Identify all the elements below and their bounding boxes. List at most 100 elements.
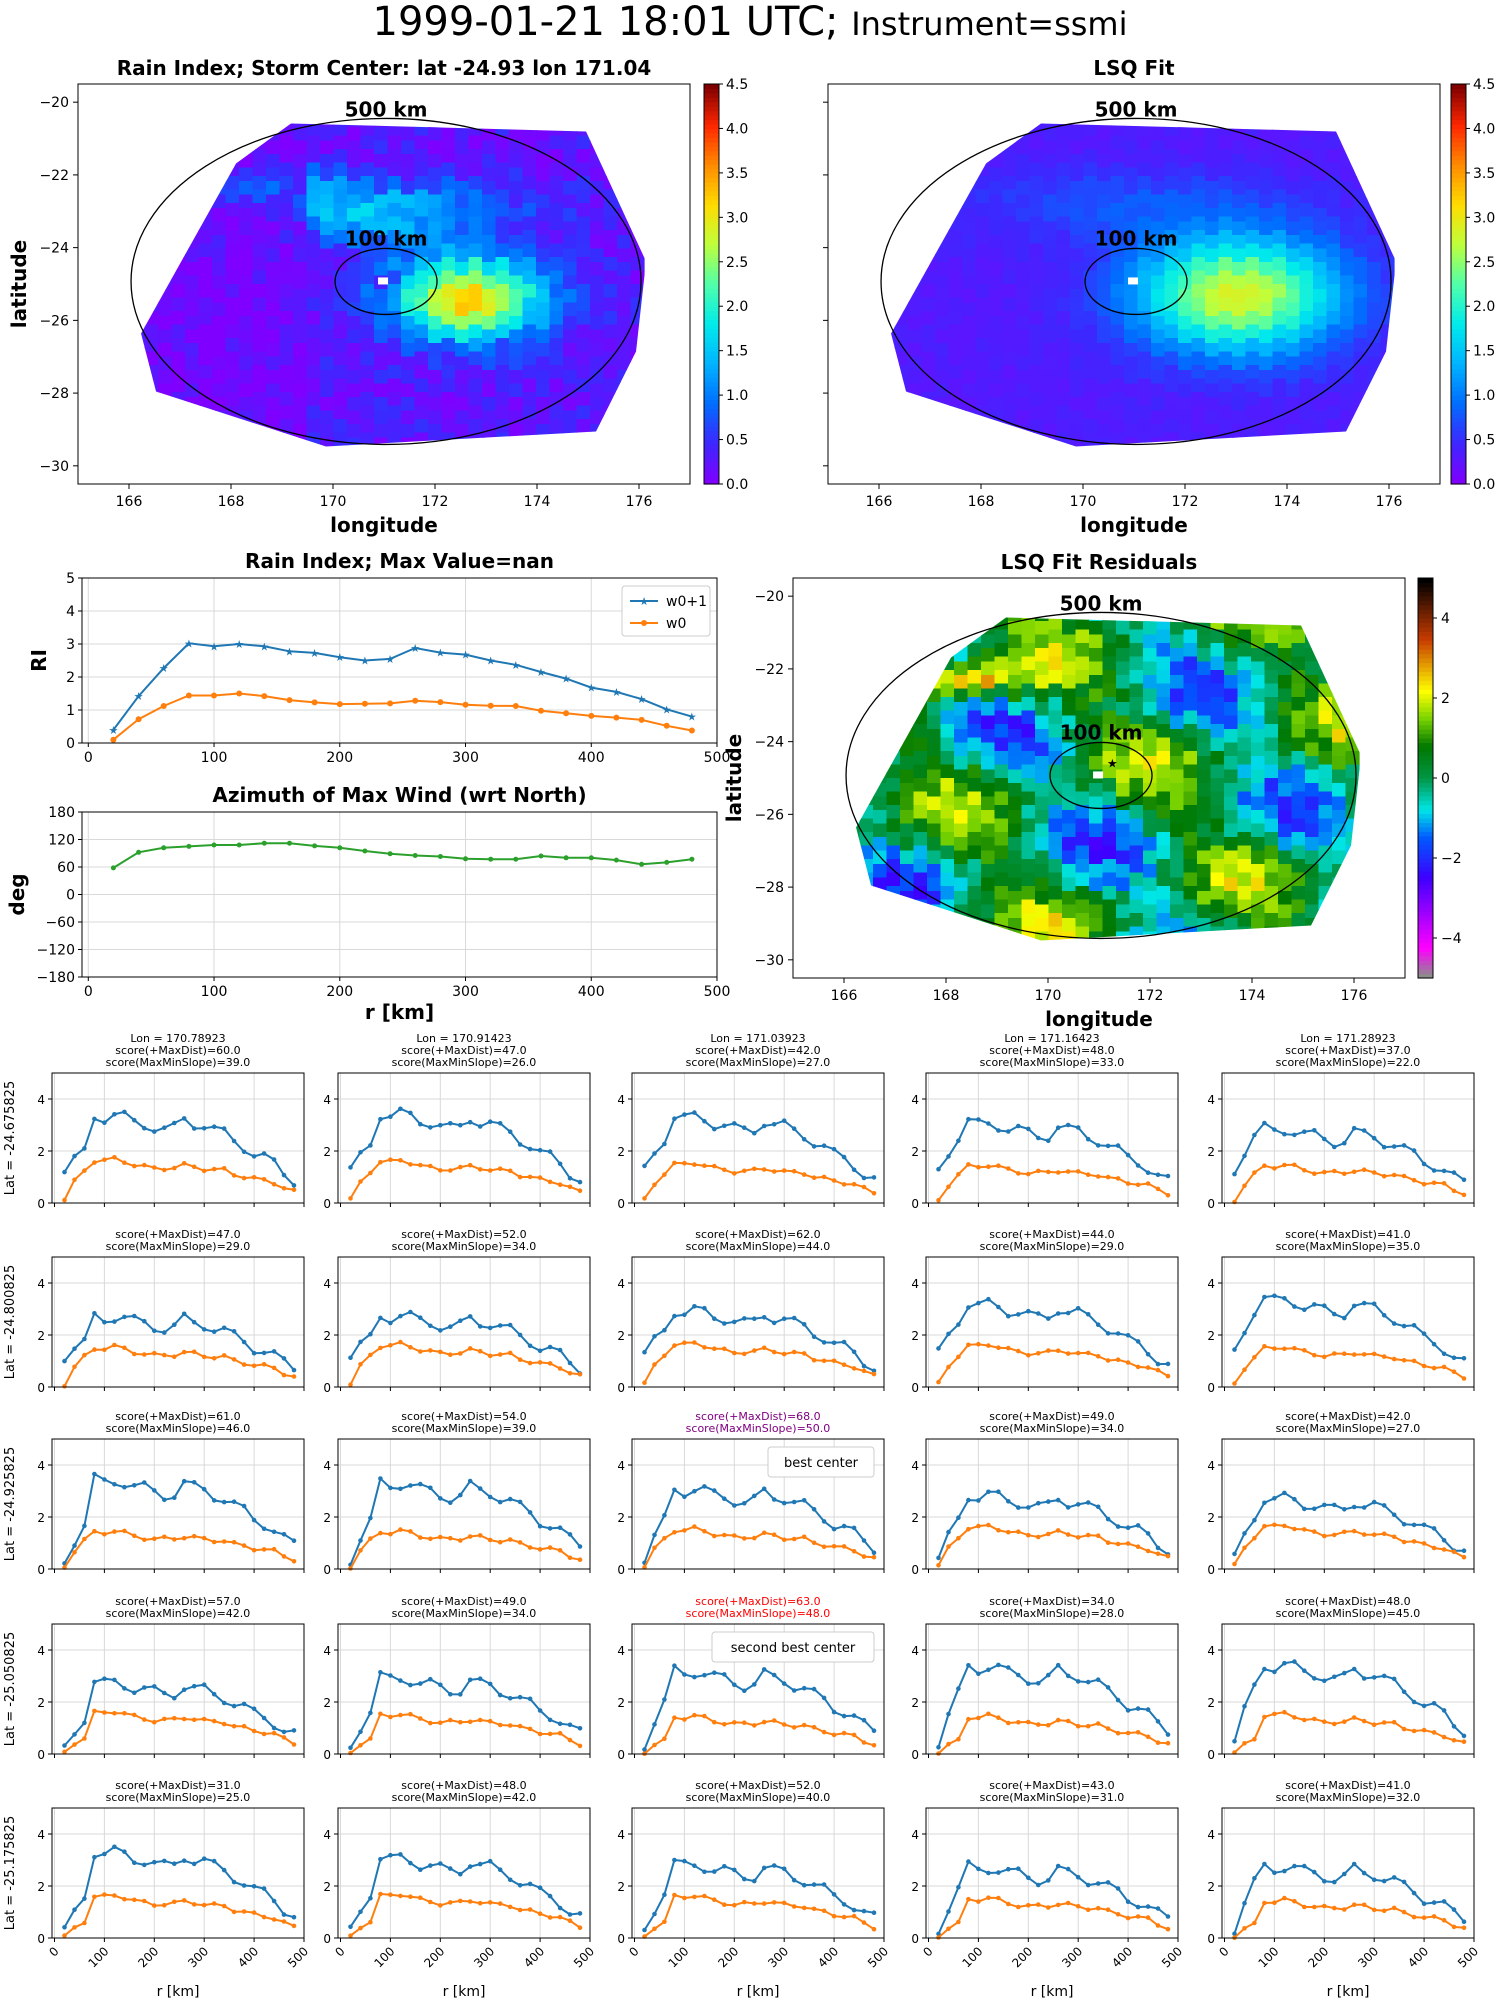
map-cell <box>1178 424 1193 439</box>
map-cell <box>1008 810 1023 825</box>
map-cell <box>1232 262 1247 277</box>
w0-point <box>557 1548 563 1553</box>
map-cell <box>989 123 1004 128</box>
w0-plus-1-point <box>996 1662 1001 1668</box>
colorbar-step <box>704 88 719 94</box>
w0-plus-1-point: ★ <box>285 645 295 658</box>
map-cell <box>1313 235 1328 250</box>
map-cell <box>171 324 186 339</box>
colorbar-step <box>1418 591 1433 597</box>
map-cell <box>1151 181 1166 196</box>
w0-plus-1-point <box>841 1339 847 1345</box>
w0-point <box>557 1366 563 1371</box>
map-cell <box>1318 899 1333 914</box>
colorbar-step <box>1451 226 1466 232</box>
map-cell <box>1129 832 1144 847</box>
map-cell <box>1156 913 1171 928</box>
map-cell <box>603 243 618 258</box>
map-cell <box>455 397 470 412</box>
map-cell <box>1070 302 1085 317</box>
w0-plus-1-point <box>1145 1352 1151 1357</box>
y-tick-label: 2 <box>323 1696 331 1710</box>
w0-plus-1-point <box>861 1175 867 1181</box>
map-cell <box>994 805 1009 820</box>
colorbar-step <box>704 395 719 401</box>
colorbar-tick-label: 3.0 <box>726 210 748 226</box>
colorbar-step <box>1418 764 1433 770</box>
map-cell <box>1043 397 1058 412</box>
map-cell <box>198 176 213 191</box>
center-star-icon: ★ <box>1107 756 1118 770</box>
map-cell <box>1056 216 1071 231</box>
map-cell <box>576 324 591 339</box>
map-cell <box>252 405 267 420</box>
map-cell <box>1002 392 1017 407</box>
map-cell <box>522 203 537 218</box>
map-cell <box>563 329 578 344</box>
map-cell <box>212 356 227 371</box>
y-tick-label: 2 <box>1207 1511 1215 1525</box>
map-cell <box>387 257 402 272</box>
azimuth-title: Azimuth of Max Wind (wrt North) <box>212 783 586 807</box>
w0-plus-1-point <box>1085 1136 1091 1142</box>
w0-point <box>358 1743 363 1748</box>
map-cell <box>1232 181 1247 196</box>
map-cell <box>994 845 1009 860</box>
map-cell <box>320 302 335 317</box>
map-cell <box>1210 670 1225 685</box>
map-cell <box>563 167 578 182</box>
map-cell <box>225 243 240 258</box>
map-cell <box>900 729 915 744</box>
map-cell <box>603 324 618 339</box>
map-cell <box>927 634 942 649</box>
w0-point <box>538 707 544 714</box>
map-cell <box>1029 216 1044 231</box>
w0-plus-1-point <box>1371 1499 1377 1505</box>
colorbar-step <box>704 257 719 263</box>
w0-plus-1-point: ★ <box>662 703 672 716</box>
x-tick-label: 168 <box>933 988 960 1004</box>
map-cell <box>1224 850 1239 865</box>
w0-plus-1-point <box>821 1695 827 1701</box>
map-cell <box>927 715 942 730</box>
w0-point <box>801 1351 807 1356</box>
map-cell <box>1183 778 1198 793</box>
map-cell <box>1272 162 1287 177</box>
map-xlabel: longitude <box>330 513 438 537</box>
map-cell <box>198 270 213 285</box>
map-cell <box>1197 810 1212 825</box>
w0-plus-1-point <box>956 1138 961 1144</box>
w0-point <box>781 1168 787 1173</box>
map-cell <box>1083 123 1098 137</box>
map-cell <box>856 904 861 919</box>
map-cell <box>1070 127 1085 142</box>
colorbar-step <box>1418 658 1433 664</box>
w0-point <box>162 1352 167 1358</box>
map-cell <box>940 670 955 685</box>
map-cell <box>949 109 963 123</box>
map-cell <box>360 149 375 164</box>
w0-point <box>507 1350 513 1356</box>
map-cell <box>873 823 888 838</box>
map-cell <box>1224 904 1239 919</box>
w0-point <box>966 1526 971 1532</box>
map-cell <box>948 311 963 326</box>
map-cell <box>1272 419 1287 434</box>
map-cell <box>1210 643 1225 658</box>
map-cell <box>1129 805 1144 820</box>
map-cell <box>856 648 861 663</box>
y-tick-label: −30 <box>754 953 784 969</box>
w0-point <box>732 1720 737 1725</box>
map-cell <box>962 410 977 425</box>
w0-plus-1-point: ★ <box>209 640 219 653</box>
map-cell <box>1156 724 1171 739</box>
w0-plus-1-point <box>801 1685 807 1691</box>
w0-plus-1-point <box>1242 1330 1247 1336</box>
map-cell <box>576 162 591 177</box>
map-cell <box>1340 289 1355 304</box>
map-cell <box>856 634 861 649</box>
map-cell <box>1272 176 1287 191</box>
map-cell <box>1070 356 1085 371</box>
map-cell <box>940 926 955 941</box>
w0-point <box>201 1354 207 1360</box>
